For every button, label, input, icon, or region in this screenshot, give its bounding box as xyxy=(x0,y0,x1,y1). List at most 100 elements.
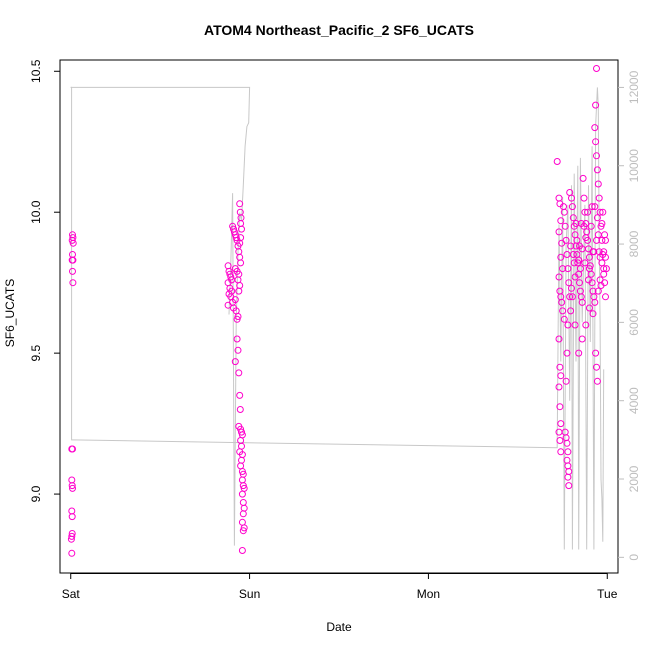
y-tick-label-1: 9.5 xyxy=(29,344,43,361)
data-point-12 xyxy=(68,482,76,490)
data-point-143 xyxy=(578,298,586,306)
x-axis: Sat Sun Mon Tue xyxy=(62,573,618,601)
data-point-178 xyxy=(578,335,586,343)
altitude-line-0 xyxy=(70,86,605,550)
data-point-3 xyxy=(69,239,77,247)
data-point-128 xyxy=(565,468,573,475)
data-point-191 xyxy=(584,208,592,216)
data-point-31 xyxy=(224,301,232,309)
data-point-60 xyxy=(233,335,241,343)
data-point-49 xyxy=(235,287,243,295)
data-point-96 xyxy=(559,265,567,273)
data-point-71 xyxy=(238,442,245,450)
data-point-174 xyxy=(593,363,600,371)
data-point-223 xyxy=(599,208,607,216)
data-point-132 xyxy=(568,203,576,211)
data-point-103 xyxy=(556,363,564,371)
y2-tick-label-1: 2000 xyxy=(627,465,641,492)
data-point-204 xyxy=(593,236,600,244)
data-point-130 xyxy=(565,482,573,490)
y2-tick-label-2: 4000 xyxy=(627,387,641,414)
data-point-197 xyxy=(568,284,575,292)
y-tick-label-0: 9.0 xyxy=(29,485,43,502)
data-point-160 xyxy=(591,124,599,132)
data-point-116 xyxy=(565,279,573,287)
data-point-117 xyxy=(566,293,574,301)
y2-tick-label-4: 8000 xyxy=(627,230,641,257)
data-point-17 xyxy=(68,532,76,540)
data-point-186 xyxy=(602,236,609,244)
data-point-179 xyxy=(582,321,590,329)
data-point-161 xyxy=(592,138,600,146)
data-point-221 xyxy=(595,248,603,256)
altitude-line-1 xyxy=(70,86,251,546)
data-point-157 xyxy=(591,298,599,306)
data-point-144 xyxy=(579,174,587,182)
y-axis-left: 9.0 9.5 10.0 10.5 xyxy=(29,59,60,502)
x-axis-label: Date xyxy=(326,620,352,634)
data-point-105 xyxy=(555,383,563,391)
data-point-10 xyxy=(69,445,76,453)
data-point-97 xyxy=(555,273,563,281)
data-point-151 xyxy=(585,253,593,261)
data-point-127 xyxy=(564,462,572,470)
data-point-168 xyxy=(598,236,606,244)
data-point-120 xyxy=(563,349,571,357)
data-point-217 xyxy=(585,276,592,284)
data-point-14 xyxy=(68,507,76,515)
data-point-43 xyxy=(237,259,245,267)
data-point-75 xyxy=(237,462,245,470)
data-point-33 xyxy=(231,296,239,304)
data-point-158 xyxy=(593,65,600,72)
data-point-13 xyxy=(69,484,76,492)
data-point-215 xyxy=(577,220,585,227)
data-point-206 xyxy=(600,270,608,278)
data-point-110 xyxy=(557,448,565,456)
data-point-61 xyxy=(234,346,242,354)
data-point-124 xyxy=(563,439,571,447)
data-point-187 xyxy=(569,251,577,258)
data-point-125 xyxy=(564,448,572,456)
data-point-209 xyxy=(566,189,574,196)
data-point-176 xyxy=(571,321,579,329)
data-point-107 xyxy=(557,420,565,428)
data-point-114 xyxy=(563,251,571,258)
y-tick-label-2: 10.0 xyxy=(29,200,43,224)
data-point-177 xyxy=(575,349,583,357)
data-point-208 xyxy=(560,315,568,323)
data-point-201 xyxy=(582,234,590,242)
data-point-4 xyxy=(69,251,76,258)
data-point-211 xyxy=(568,293,576,301)
data-point-210 xyxy=(567,242,575,250)
data-point-8 xyxy=(69,279,77,287)
data-point-146 xyxy=(581,208,589,216)
y2-tick-label-0: 0 xyxy=(627,554,641,561)
data-point-198 xyxy=(571,273,579,281)
data-point-212 xyxy=(570,259,578,267)
x-tick-label-2: Mon xyxy=(417,587,440,601)
data-point-142 xyxy=(577,293,585,301)
data-point-180 xyxy=(585,304,593,312)
data-point-173 xyxy=(592,349,600,357)
data-point-65 xyxy=(236,406,244,413)
data-point-182 xyxy=(594,287,602,295)
data-point-88 xyxy=(238,547,246,554)
data-point-222 xyxy=(597,282,605,289)
data-point-7 xyxy=(69,267,76,275)
data-point-109 xyxy=(556,437,564,444)
data-point-19 xyxy=(68,549,76,557)
data-point-156 xyxy=(590,293,598,301)
data-point-225 xyxy=(602,265,610,273)
data-point-195 xyxy=(598,220,606,227)
sf6-points xyxy=(67,65,610,557)
data-point-82 xyxy=(239,499,247,506)
y-axis-label: SF6_UCATS xyxy=(3,279,17,347)
x-tick-label-3: Tue xyxy=(597,587,618,601)
data-point-188 xyxy=(573,236,581,244)
y-axis-right: 0 2000 4000 6000 8000 10000 12000 xyxy=(618,70,641,561)
data-point-164 xyxy=(594,180,602,188)
data-point-118 xyxy=(567,307,575,315)
data-point-23 xyxy=(227,273,235,281)
